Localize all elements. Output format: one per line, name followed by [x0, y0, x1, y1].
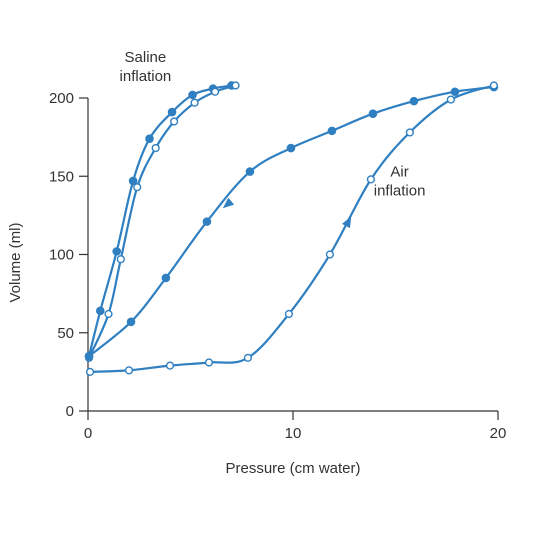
series-line-4 [88, 84, 495, 373]
filled-point [84, 351, 94, 361]
filled-point [245, 167, 255, 176]
filled-point [145, 134, 154, 143]
filled-point [368, 109, 378, 118]
ticks: 0 50 100 150 200 0 10 20 [49, 90, 506, 442]
annotations: Saline inflation Air inflation [120, 49, 426, 199]
filled-point [327, 126, 337, 136]
open-point [405, 128, 414, 137]
filled-point [167, 107, 177, 117]
filled-point [202, 217, 212, 226]
filled-point [450, 87, 460, 97]
annotation-label-1: inflation [120, 68, 172, 85]
curves [87, 84, 495, 373]
y-tick-label: 0 [66, 403, 74, 420]
annotation-label-2: inflation [374, 182, 426, 199]
annotation-label-2: Air [390, 163, 408, 180]
x-tick-label: 10 [285, 425, 302, 442]
filled-point [409, 96, 419, 106]
x-tick-label: 0 [84, 425, 92, 442]
open-point [151, 143, 160, 153]
open-point [104, 309, 113, 319]
filled-point [128, 176, 138, 186]
open-point [211, 87, 220, 96]
open-point [284, 309, 294, 319]
y-tick-label: 150 [49, 168, 74, 185]
markers [84, 81, 499, 376]
x-axis-title: Pressure (cm water) [225, 460, 360, 477]
open-point [190, 98, 199, 107]
open-point [85, 367, 95, 376]
filled-point [188, 90, 197, 100]
open-point [489, 81, 499, 90]
filled-point [96, 306, 105, 316]
open-point [133, 183, 142, 192]
open-point [116, 255, 125, 264]
direction-arrow [222, 197, 235, 209]
y-axis-title: Volume (ml) [7, 222, 24, 302]
open-point [124, 366, 134, 375]
open-point [165, 361, 175, 370]
open-point [446, 95, 455, 104]
filled-point [161, 273, 171, 283]
open-point [170, 117, 179, 126]
filled-point [112, 247, 121, 256]
direction-arrow [342, 216, 352, 229]
filled-point [126, 317, 136, 327]
open-point [366, 175, 376, 184]
open-point [325, 250, 335, 259]
annotation-label-1: Saline [125, 49, 167, 66]
y-tick-label: 200 [49, 90, 74, 107]
x-tick-label: 20 [490, 425, 507, 442]
y-tick-label: 100 [49, 247, 74, 264]
filled-point [286, 143, 296, 153]
open-point [204, 358, 214, 367]
open-point [243, 353, 253, 362]
open-point [231, 81, 240, 90]
y-tick-label: 50 [57, 325, 74, 342]
